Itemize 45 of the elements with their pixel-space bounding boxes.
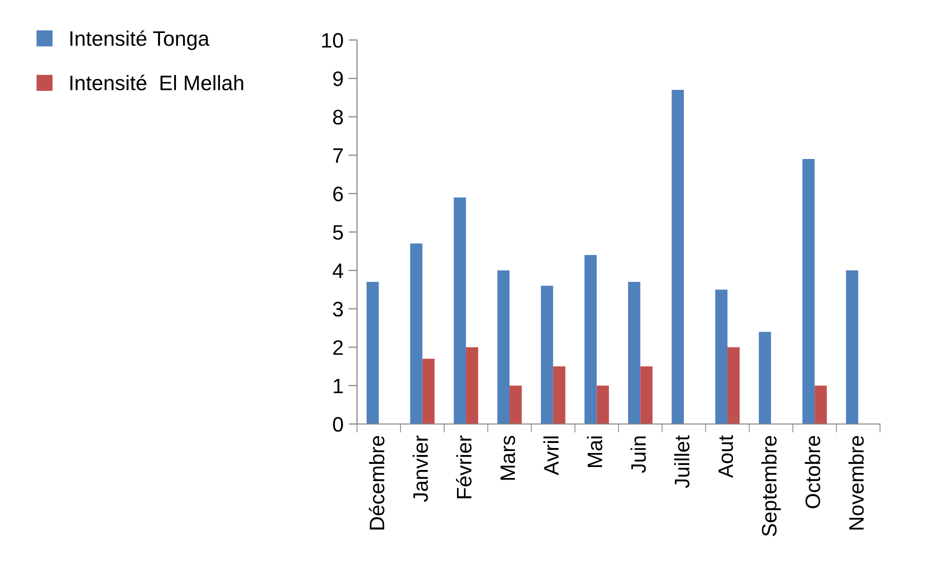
bar	[497, 270, 510, 424]
bar	[715, 290, 728, 424]
bar	[410, 244, 422, 424]
bar	[584, 255, 597, 424]
y-tick-label: 4	[332, 264, 344, 278]
x-tick-label: Mai	[587, 436, 602, 467]
x-tick-label: Octobre	[804, 436, 820, 508]
bar	[510, 386, 522, 424]
x-tick-label: Juin	[630, 436, 646, 473]
x-tick-label: Aout	[718, 435, 734, 478]
x-tick-label: Janvier	[412, 435, 428, 502]
y-tick-label: 9	[333, 71, 343, 86]
y-tick-label: 0	[333, 417, 343, 432]
y-tick-label: 3	[333, 302, 343, 317]
bar	[802, 159, 815, 424]
x-tick-label: Mars	[500, 436, 516, 480]
y-tick-label: 5	[333, 225, 343, 240]
x-tick-label: Septembre	[761, 436, 781, 536]
x-tick-label: Avril	[543, 436, 559, 476]
y-tick-label: 7	[333, 148, 343, 163]
bar	[454, 197, 466, 424]
x-tick-label: Juillet	[674, 435, 690, 488]
bar	[466, 347, 478, 424]
bar	[672, 90, 684, 424]
bar	[727, 347, 740, 424]
y-tick-label: 8	[333, 110, 343, 125]
bar	[540, 286, 554, 424]
bar	[814, 386, 827, 424]
bar	[640, 366, 652, 424]
legend-label: Intensité El Mellah	[70, 74, 244, 90]
y-tick-label: 10	[322, 33, 343, 48]
legend-label: Intensité Tonga	[70, 30, 210, 50]
bar	[366, 282, 379, 424]
x-tick-label: Novembre	[848, 436, 864, 530]
bar	[422, 358, 435, 424]
y-tick-label: 6	[333, 186, 343, 202]
bar	[846, 270, 858, 424]
x-tick-label: Décembre	[368, 436, 384, 530]
y-tick-label: 2	[333, 340, 343, 355]
x-tick-label: Février	[456, 435, 472, 498]
bar	[758, 332, 772, 424]
bar	[596, 386, 609, 424]
y-tick-label: 1	[334, 378, 343, 394]
bar	[553, 366, 566, 424]
bar	[628, 282, 640, 424]
